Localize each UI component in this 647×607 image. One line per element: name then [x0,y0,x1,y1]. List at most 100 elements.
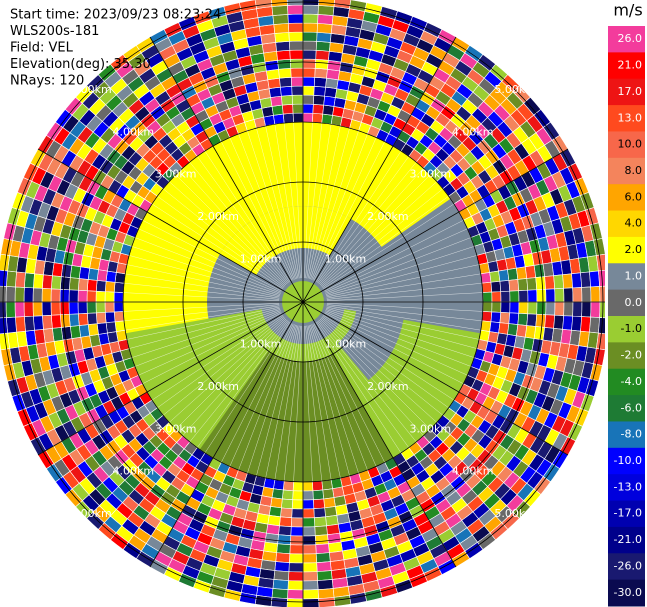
ray-line [123,292,280,301]
ray-line [306,124,332,279]
ppi: 1.00km 1.00km 1.00km 1.00km 2.00km 2.00km 2.00… [0,0,605,607]
colorbar-label: 6.0 [625,190,643,203]
ray-line [125,305,280,331]
velocity-cell [480,320,492,332]
colorbar-segment [608,342,645,370]
velocity-cell [313,507,326,519]
velocity-cell [322,488,335,500]
ray-line [125,273,280,299]
colorbar-label: -1.0 [621,322,642,335]
velocity-cell [104,311,116,324]
info-line: Start time: 2023/09/23 08:23:24 [10,8,221,23]
velocity-zone [122,121,451,364]
velocity-cell [281,489,294,501]
velocity-cell [270,597,288,607]
colorbar-label: -10.0 [614,454,642,467]
velocity-cell [287,580,304,591]
velocity-cell [599,285,605,303]
velocity-cell [554,288,565,303]
colorbar-segment [608,78,645,106]
ray-line [307,325,341,479]
colorbar-label: -17.0 [614,507,642,520]
velocity-cell [289,544,304,555]
velocity-cell [302,49,317,60]
velocity-cell [589,270,600,288]
velocity-cell [275,41,291,52]
ray-line [307,125,341,279]
ray-line [304,325,313,482]
velocity-cell [313,85,326,97]
range-ring [182,181,424,423]
velocity-cell [95,280,107,292]
range-ring-label: 4.00km [113,465,155,478]
ray-line [325,309,475,358]
ray-line [182,168,288,285]
velocity-cell [274,561,290,572]
ray-line [142,312,282,384]
ray-line [129,255,280,297]
velocity-cell [302,598,320,607]
velocity-cell [42,274,53,290]
ray-line [322,315,449,409]
ray-line [126,306,280,340]
velocity-cell [288,22,304,33]
ray-line [319,174,431,286]
ray-line [157,195,284,289]
velocity-cell [325,514,339,527]
ray-line [182,319,288,436]
colorbar-segment [608,421,645,449]
velocity-cell [292,103,304,114]
velocity-cell [581,301,592,318]
velocity-cell [6,270,17,288]
range-ring-label: 3.00km [155,422,197,435]
ray-line [326,307,477,349]
velocity-cell [527,289,538,303]
velocity-cell [302,58,317,69]
velocity-cell [314,59,329,70]
ray-line [316,321,410,448]
velocity-cell [302,103,314,114]
ray-line [324,220,464,292]
velocity-cell [86,301,97,314]
velocity-cell [50,301,61,316]
velocity-cell [313,516,327,528]
ray-line [326,282,483,300]
ray-line [305,122,323,279]
velocity-cell [312,103,325,115]
velocity-cell [287,13,304,24]
velocity-cell [302,22,318,33]
velocity-cell [302,94,315,105]
velocity-cell [325,77,339,90]
range-ring-label: 3.00km [409,422,451,435]
velocity-cell [526,313,537,327]
ray-line [316,156,410,283]
velocity-cell [271,5,289,16]
velocity-cell [491,301,502,313]
ray-line [221,323,293,463]
velocity-cell [489,270,501,283]
colorbar-segment [608,579,645,607]
ray-line [321,188,444,288]
velocity-cell [527,301,538,315]
velocity-cell [322,104,335,116]
range-ring-label: 4.00km [113,125,155,138]
ray-line [247,130,296,280]
velocity-cell [87,323,99,337]
ray-line [169,317,286,423]
colorbar-segment [608,131,645,159]
velocity-cell [86,312,98,325]
velocity-cell [289,535,304,546]
info-line: Field: VEL [10,41,74,56]
colorbar-segment [608,474,645,502]
info-line: WLS200s-181 [10,24,99,39]
velocity-cell [288,562,304,573]
velocity-cell [113,301,124,313]
velocity-cell [51,314,62,329]
colorbar-segment [608,316,645,343]
velocity-cell [281,498,293,510]
ray-line [134,310,281,367]
velocity-cell [302,490,314,501]
velocity-cell [268,86,282,98]
velocity-cell [500,290,511,303]
velocity-cell [324,506,338,518]
